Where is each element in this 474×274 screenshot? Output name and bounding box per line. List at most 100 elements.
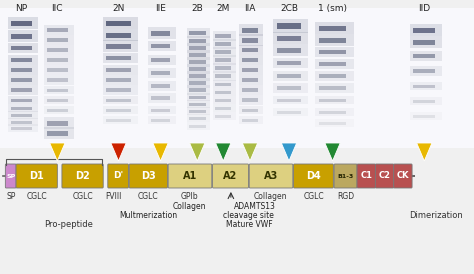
Bar bbox=[242, 27, 258, 33]
Bar bbox=[47, 89, 68, 92]
Text: FVIII: FVIII bbox=[106, 192, 122, 201]
Text: IID: IID bbox=[418, 4, 430, 13]
Polygon shape bbox=[190, 143, 205, 161]
Bar bbox=[242, 48, 258, 52]
Text: NP: NP bbox=[15, 4, 27, 13]
Bar bbox=[212, 55, 237, 65]
Bar bbox=[273, 19, 308, 33]
Bar bbox=[148, 41, 176, 51]
Text: Dimerization: Dimerization bbox=[409, 211, 463, 220]
Text: 2N: 2N bbox=[112, 4, 125, 13]
Bar bbox=[11, 107, 32, 110]
Bar bbox=[212, 31, 237, 41]
Bar bbox=[212, 112, 237, 119]
Bar bbox=[44, 25, 74, 35]
Text: 2B: 2B bbox=[191, 4, 203, 13]
Bar bbox=[315, 96, 355, 104]
Bar bbox=[44, 35, 74, 45]
Bar bbox=[215, 90, 231, 93]
Bar bbox=[44, 86, 74, 94]
Bar bbox=[315, 47, 355, 57]
Bar bbox=[103, 53, 137, 63]
Bar bbox=[242, 98, 258, 102]
Bar bbox=[215, 115, 231, 118]
Text: RGD: RGD bbox=[337, 192, 354, 201]
Bar bbox=[239, 85, 263, 95]
Bar bbox=[315, 83, 355, 93]
Text: CGLC: CGLC bbox=[72, 192, 93, 201]
Bar bbox=[242, 58, 258, 62]
Text: 2M: 2M bbox=[217, 4, 230, 13]
Bar bbox=[319, 121, 346, 124]
FancyBboxPatch shape bbox=[357, 164, 375, 188]
Text: D4: D4 bbox=[306, 171, 321, 181]
Bar bbox=[189, 88, 206, 92]
Bar bbox=[273, 96, 308, 104]
Bar bbox=[413, 69, 435, 73]
Bar bbox=[11, 78, 32, 82]
Bar bbox=[148, 93, 176, 103]
Bar bbox=[413, 27, 435, 33]
Bar bbox=[186, 64, 210, 74]
Bar bbox=[189, 110, 206, 113]
Bar bbox=[44, 127, 74, 139]
Bar bbox=[148, 81, 176, 91]
Polygon shape bbox=[153, 143, 168, 161]
FancyBboxPatch shape bbox=[168, 164, 212, 188]
Bar bbox=[186, 85, 210, 95]
Bar bbox=[189, 46, 206, 50]
Polygon shape bbox=[417, 143, 432, 161]
Bar bbox=[215, 82, 231, 85]
Bar bbox=[189, 102, 206, 105]
Bar bbox=[186, 36, 210, 46]
Bar bbox=[103, 116, 137, 124]
Bar bbox=[212, 80, 237, 88]
Bar bbox=[148, 55, 176, 65]
Bar bbox=[186, 50, 210, 60]
Bar bbox=[11, 46, 32, 50]
FancyBboxPatch shape bbox=[394, 164, 412, 188]
Bar bbox=[11, 68, 32, 72]
Bar bbox=[273, 32, 308, 44]
Bar bbox=[315, 119, 355, 127]
Bar bbox=[186, 100, 210, 108]
Polygon shape bbox=[216, 143, 231, 161]
Bar bbox=[186, 43, 210, 53]
Bar bbox=[107, 44, 130, 48]
Bar bbox=[239, 45, 263, 55]
Bar bbox=[189, 60, 206, 64]
Bar bbox=[47, 38, 68, 42]
Bar bbox=[44, 117, 74, 129]
Bar bbox=[44, 96, 74, 104]
Bar bbox=[103, 85, 137, 95]
Bar bbox=[215, 107, 231, 110]
Text: CGLC: CGLC bbox=[27, 192, 47, 201]
Bar bbox=[212, 47, 237, 57]
Text: SP: SP bbox=[6, 192, 15, 201]
Bar bbox=[215, 98, 231, 101]
Bar bbox=[319, 38, 346, 42]
Bar bbox=[410, 36, 442, 48]
Bar bbox=[186, 93, 210, 101]
Bar bbox=[242, 88, 258, 92]
Bar bbox=[277, 74, 301, 78]
Bar bbox=[212, 63, 237, 73]
Bar bbox=[8, 55, 38, 65]
Bar bbox=[239, 95, 263, 105]
FancyBboxPatch shape bbox=[5, 164, 16, 188]
Bar bbox=[103, 96, 137, 104]
Bar bbox=[277, 36, 301, 41]
Text: ADAMTS13: ADAMTS13 bbox=[234, 202, 276, 211]
Bar bbox=[47, 28, 68, 32]
Polygon shape bbox=[242, 143, 258, 161]
Bar bbox=[8, 85, 38, 95]
Bar bbox=[315, 59, 355, 69]
Bar bbox=[47, 68, 68, 72]
Bar bbox=[107, 21, 130, 25]
FancyBboxPatch shape bbox=[334, 164, 357, 188]
Text: A2: A2 bbox=[223, 171, 237, 181]
Bar bbox=[319, 50, 346, 54]
Bar bbox=[239, 34, 263, 46]
Bar bbox=[189, 96, 206, 98]
Bar bbox=[242, 68, 258, 72]
